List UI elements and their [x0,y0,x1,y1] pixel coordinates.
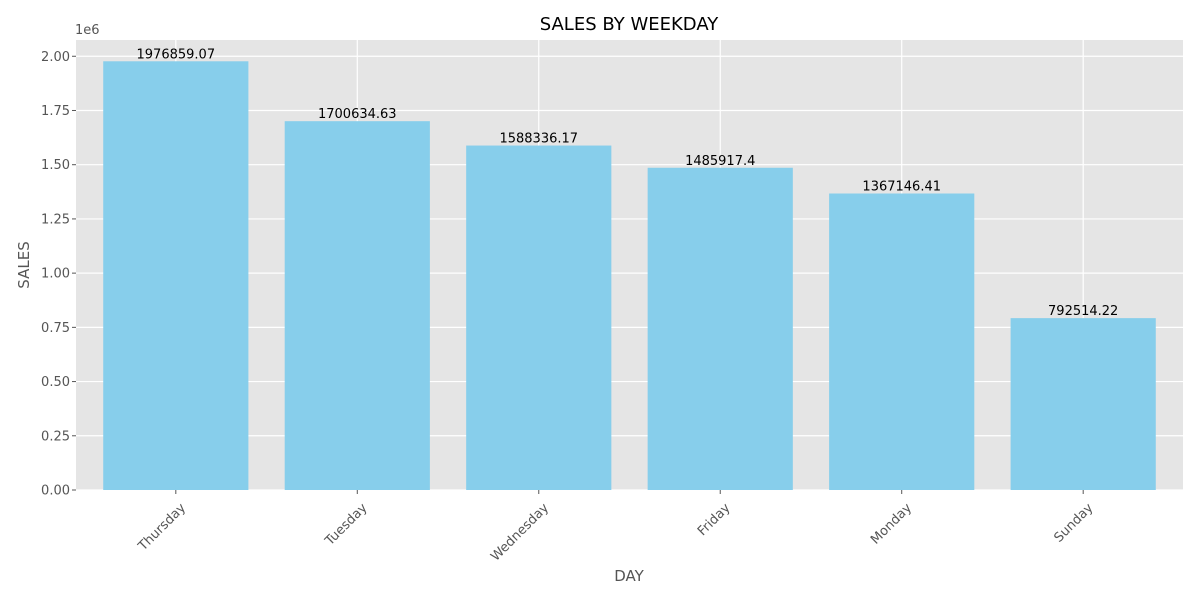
y-tick-label: 2.00 [41,50,70,65]
y-tick-label: 1.00 [41,267,70,282]
value-label-wednesday: 1588336.17 [499,132,578,147]
y-tick-label: 0.50 [41,375,70,390]
bars [103,61,1156,491]
value-label-thursday: 1976859.07 [137,47,216,62]
y-axis-label: SALES [15,241,33,288]
chart-title: SALES BY WEEKDAY [540,14,720,35]
y-tick-label: 0.75 [41,321,70,336]
y-tick-label: 1.75 [41,104,70,119]
x-tick-label-thursday: Thursday [135,500,189,554]
x-tick-label-friday: Friday [695,500,734,539]
value-label-tuesday: 1700634.63 [318,107,397,122]
bar-friday [647,167,793,490]
bar-monday [829,193,975,490]
x-axis-label: DAY [614,567,644,585]
x-tick-label-tuesday: Tuesday [322,500,371,549]
x-axis-ticks: Thursday Tuesday Wednesday Friday Monday Sund… [135,490,1097,564]
value-label-friday: 1485917.4 [685,154,755,169]
y-tick-label: 1.25 [41,212,70,227]
y-tick-label: 0.25 [41,429,70,444]
value-labels: 1976859.07 1700634.63 1588336.17 1485917.4 1… [137,47,1119,319]
bar-wednesday [466,145,612,490]
value-label-sunday: 792514.22 [1048,304,1118,319]
bar-tuesday [284,121,430,490]
x-tick-label-sunday: Sunday [1051,500,1096,545]
y-tick-label: 1.50 [41,158,70,173]
y-axis-scale-label: 1e6 [75,23,100,38]
x-tick-label-monday: Monday [868,500,915,547]
value-label-monday: 1367146.41 [862,180,941,195]
y-axis-ticks: 0.00 0.25 0.50 0.75 1.00 1.25 1.50 1.75 2.00 [41,50,76,499]
bar-sunday [1010,318,1156,490]
plot-background [76,40,1183,490]
x-tick-label-wednesday: Wednesday [488,500,552,564]
bar-thursday [103,61,249,491]
y-tick-label: 0.00 [41,484,70,499]
